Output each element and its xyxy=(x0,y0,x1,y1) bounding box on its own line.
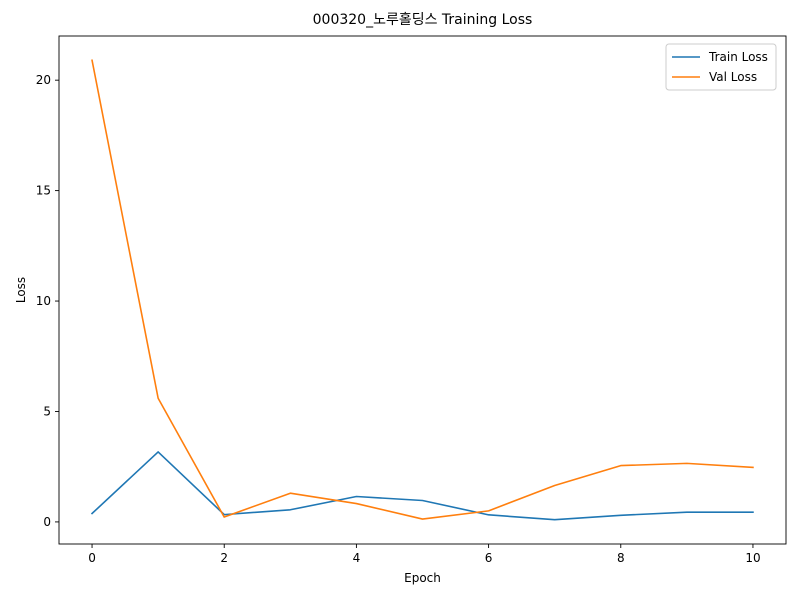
x-axis: 0 2 4 6 8 10 xyxy=(88,544,761,565)
y-tick-label: 10 xyxy=(36,294,51,308)
y-axis-label: Loss xyxy=(14,277,28,303)
plot-area xyxy=(58,35,787,545)
plot-frame xyxy=(58,35,787,545)
y-tick-label: 5 xyxy=(43,404,51,418)
x-tick-label: 2 xyxy=(220,551,228,565)
x-axis-label: Epoch xyxy=(404,571,441,585)
x-tick-label: 4 xyxy=(353,551,361,565)
legend-box xyxy=(665,43,777,91)
legend: Train Loss Val Loss xyxy=(665,43,777,91)
chart-title: 000320_노루홀딩스 Training Loss xyxy=(313,12,533,28)
x-tick-label: 10 xyxy=(745,551,760,565)
y-axis: 0 5 10 15 20 xyxy=(36,73,59,529)
legend-label-val-loss: Val Loss xyxy=(709,70,757,84)
y-tick-label: 15 xyxy=(36,184,51,198)
series-line-train-loss xyxy=(90,451,754,521)
x-tick-label: 0 xyxy=(88,551,96,565)
y-tick-label: 0 xyxy=(43,515,51,529)
legend-label-train-loss: Train Loss xyxy=(708,50,768,64)
x-tick-label: 6 xyxy=(485,551,493,565)
y-tick-label: 20 xyxy=(36,73,51,87)
x-tick-label: 8 xyxy=(617,551,625,565)
series-line-val-loss xyxy=(91,59,754,520)
